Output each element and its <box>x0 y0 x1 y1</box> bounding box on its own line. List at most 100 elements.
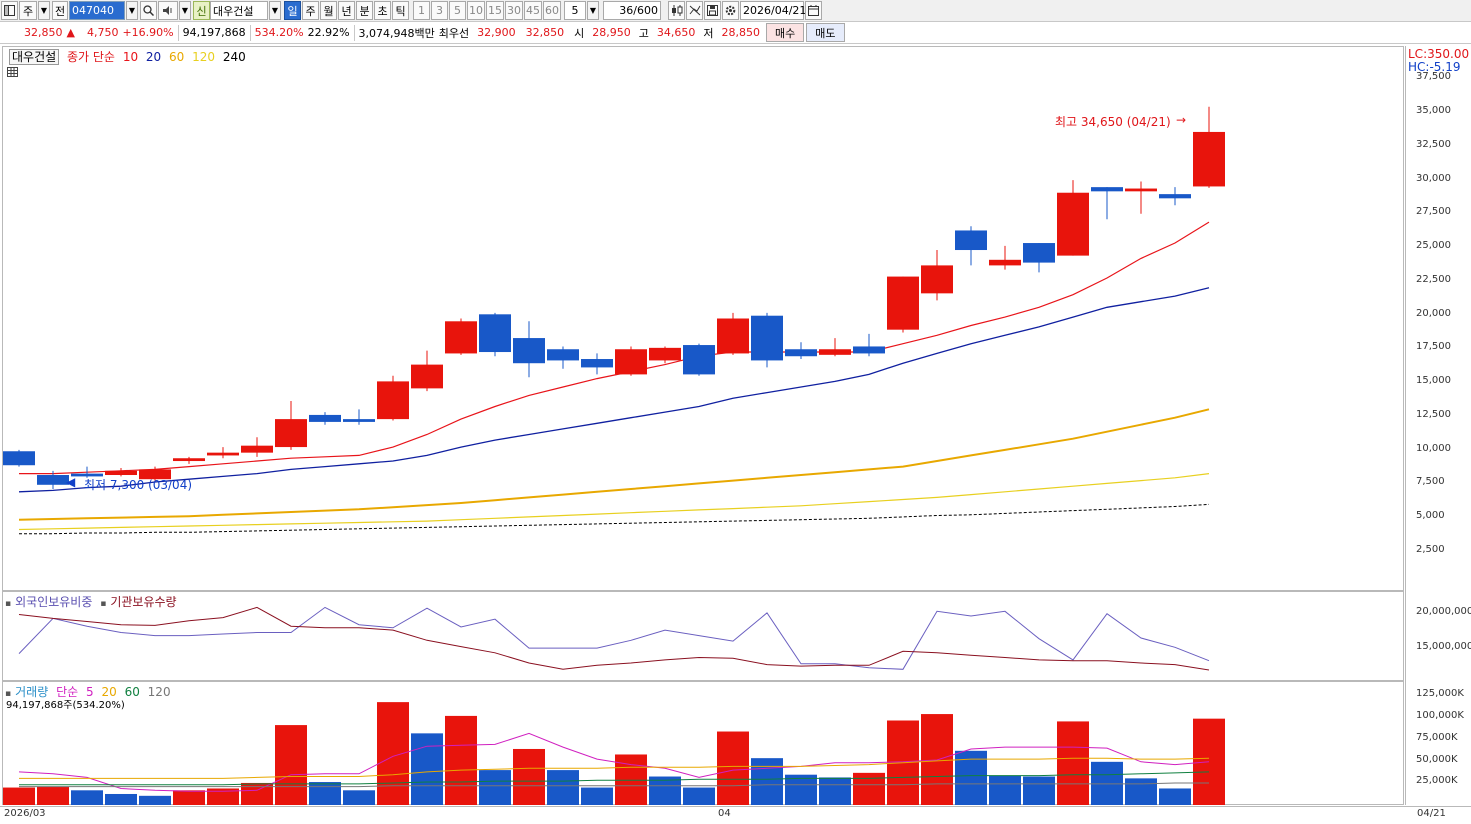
interval-45[interactable]: 45 <box>524 1 542 20</box>
price-tick: 25,000 <box>1416 240 1451 251</box>
interval-1[interactable]: 1 <box>413 1 430 20</box>
date-label: 04 <box>718 808 731 819</box>
price-tick: 2,500 <box>1416 544 1445 555</box>
volume-ma-title: 단순 <box>56 685 79 699</box>
ma10-label[interactable]: 10 <box>122 50 139 64</box>
vol-ma60-label[interactable]: 60 <box>124 685 140 699</box>
tab-period-second[interactable]: 초 <box>374 1 391 20</box>
ma240-label[interactable]: 240 <box>222 50 246 64</box>
price-tick: 30,000 <box>1416 173 1451 184</box>
low-label: 저 <box>703 26 714 40</box>
holding-panel[interactable] <box>2 591 1404 681</box>
price-tick: 32,500 <box>1416 139 1451 150</box>
window-icon[interactable] <box>1 1 18 20</box>
quote-bar: 32,850 ▲ 4,750 +16.90% 94,197,868 534.20… <box>0 22 1471 44</box>
best-ask-label: 최우선 <box>438 26 470 40</box>
count-field[interactable]: 36/600 <box>603 1 661 20</box>
arrow-right-icon: → <box>1176 113 1187 127</box>
arrow-left-icon: ◀ <box>66 475 76 489</box>
ma20-label[interactable]: 20 <box>145 50 162 64</box>
price-tick: 5,000 <box>1416 510 1445 521</box>
up-arrow-icon: ▲ <box>66 26 75 39</box>
date-axis <box>0 806 1471 824</box>
current-volume-readout: 94,197,868주(534.20%) <box>6 700 125 711</box>
chevron-down-icon[interactable]: ▼ <box>179 1 191 20</box>
tab-period-year[interactable]: 년 <box>338 1 355 20</box>
low-annotation: 최저 7,300 (03/04) <box>84 478 193 492</box>
candle-style-icon[interactable] <box>668 1 685 20</box>
volume-axis <box>1405 681 1469 805</box>
tab-period-month[interactable]: 월 <box>320 1 337 20</box>
volume-value: 94,197,868 <box>182 26 246 39</box>
crosshair-icon[interactable] <box>686 1 703 20</box>
current-price: 32,850 <box>24 26 63 39</box>
price-legend: 대우건설 종가 단순 10 20 60 120 240 <box>9 48 250 65</box>
volume-title[interactable]: 거래량 <box>15 685 49 699</box>
holding-tick: 15,000,000 <box>1416 641 1471 652</box>
search-icon[interactable] <box>140 1 157 20</box>
price-tick: 17,500 <box>1416 341 1451 352</box>
volume-panel[interactable] <box>2 681 1404 805</box>
price-tick: 12,500 <box>1416 409 1451 420</box>
interval-10[interactable]: 10 <box>467 1 485 20</box>
date-label-last: 04/21 <box>1417 808 1446 819</box>
price-tick: 27,500 <box>1416 206 1451 217</box>
buy-button[interactable]: 매수 <box>766 23 805 42</box>
vol-ma5-label[interactable]: 5 <box>85 685 94 699</box>
market-mode-select[interactable]: 주 <box>19 1 37 20</box>
foreign-holding-label[interactable]: 외국인보유비중 <box>15 595 93 609</box>
grid-icon[interactable] <box>7 67 18 80</box>
interval-5[interactable]: 5 <box>449 1 466 20</box>
save-icon[interactable] <box>704 1 721 20</box>
volume-ratio: 534.20% <box>254 26 304 39</box>
ma60-label[interactable]: 60 <box>169 50 185 64</box>
volume-tick: 75,000K <box>1416 732 1458 743</box>
institution-holding-label[interactable]: 기관보유수량 <box>110 595 177 609</box>
volume-tick: 125,000K <box>1416 688 1464 699</box>
trade-amount: 3,074,948백만 <box>358 26 435 40</box>
price-tick: 20,000 <box>1416 308 1451 319</box>
gear-icon[interactable] <box>722 1 739 20</box>
open-label: 시 <box>574 26 585 40</box>
interval-input[interactable]: 5 <box>564 1 586 20</box>
hc-label: HC:-5.19 <box>1408 60 1461 74</box>
price-change: 4,750 <box>86 26 119 39</box>
chevron-down-icon[interactable]: ▼ <box>126 1 138 20</box>
best-bid-price: 32,850 <box>525 26 565 39</box>
stock-code-input[interactable]: 047040 <box>69 1 125 20</box>
interval-60[interactable]: 60 <box>543 1 561 20</box>
chevron-down-icon[interactable]: ▼ <box>587 1 599 20</box>
prev-button[interactable]: 전 <box>52 1 68 20</box>
lc-label: LC:350.00 <box>1408 47 1470 61</box>
tab-period-week[interactable]: 주 <box>302 1 319 20</box>
low-price: 28,850 <box>721 26 761 39</box>
interval-30[interactable]: 30 <box>505 1 523 20</box>
price-tick: 35,000 <box>1416 105 1451 116</box>
chevron-down-icon[interactable]: ▼ <box>269 1 281 20</box>
tab-period-day[interactable]: 일 <box>284 1 301 20</box>
stock-label[interactable]: 대우건설 <box>9 49 60 65</box>
date-input[interactable]: 2026/04/21 <box>740 1 806 20</box>
vol-ma20-label[interactable]: 20 <box>101 685 117 699</box>
price-axis <box>1405 46 1469 591</box>
ma120-label[interactable]: 120 <box>192 50 216 64</box>
interval-3[interactable]: 3 <box>431 1 448 20</box>
holding-tick: 20,000,000 <box>1416 606 1471 617</box>
price-tick: 10,000 <box>1416 443 1451 454</box>
tab-period-tick[interactable]: 틱 <box>392 1 409 20</box>
tab-period-minute[interactable]: 분 <box>356 1 373 20</box>
high-label: 고 <box>638 26 649 40</box>
holding-legend: ▪ 외국인보유비중 ▪ 기관보유수량 <box>5 595 177 609</box>
speaker-icon[interactable] <box>158 1 178 20</box>
interval-15[interactable]: 15 <box>486 1 504 20</box>
high-price: 34,650 <box>656 26 696 39</box>
open-price: 28,950 <box>592 26 631 39</box>
stock-name-field[interactable]: 대우건설 <box>210 1 268 20</box>
vol-ma120-label[interactable]: 120 <box>147 685 171 699</box>
price-panel[interactable] <box>2 46 1404 591</box>
sell-button[interactable]: 매도 <box>806 23 845 42</box>
chevron-down-icon[interactable]: ▼ <box>38 1 50 20</box>
calendar-icon[interactable] <box>805 1 822 20</box>
count-value: 36 <box>619 4 634 17</box>
